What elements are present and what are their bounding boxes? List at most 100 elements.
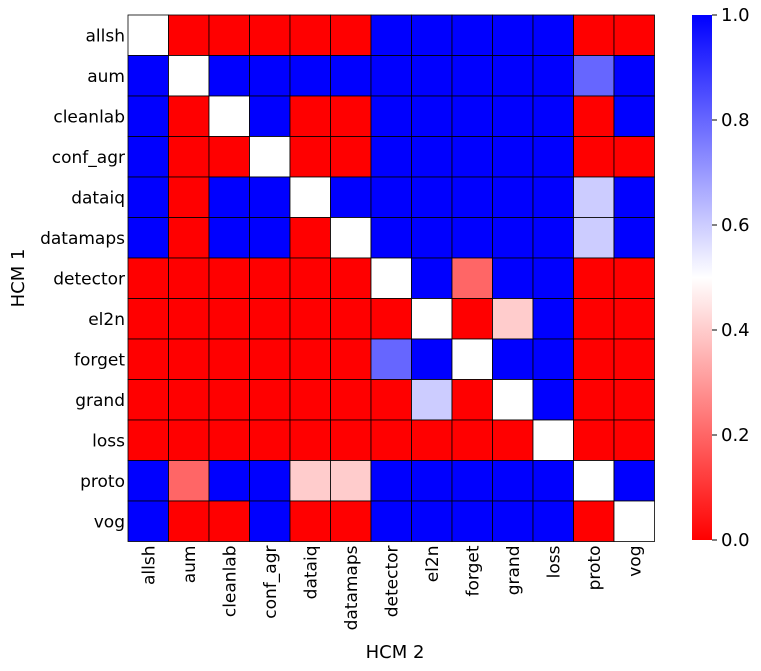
y-axis-label: HCM 1 <box>8 249 29 308</box>
heatmap-cell-forget-vog <box>613 338 655 380</box>
column-label-proto: proto <box>585 546 605 591</box>
colorbar-tick-label: 0.2 <box>721 425 750 446</box>
heatmap-cell-aum-dataiq <box>289 55 331 97</box>
heatmap-cell-forget-allsh <box>127 338 169 380</box>
heatmap-cell-forget-el2n <box>411 338 453 380</box>
heatmap-cell-cleanlab-el2n <box>411 95 453 137</box>
heatmap-cell-vog-proto <box>573 500 615 542</box>
heatmap-cell-forget-proto <box>573 338 615 380</box>
colorbar-tick-label: 1.0 <box>721 5 750 26</box>
heatmap-cell-forget-forget <box>451 338 493 380</box>
row-label-loss: loss <box>92 431 125 451</box>
row-label-dataiq: dataiq <box>71 188 125 208</box>
heatmap-cell-conf_agr-el2n <box>411 136 453 178</box>
heatmap-cell-cleanlab-vog <box>613 95 655 137</box>
heatmap-cell-detector-dataiq <box>289 257 331 299</box>
heatmap-cell-datamaps-el2n <box>411 217 453 259</box>
heatmap-cell-allsh-loss <box>532 14 574 56</box>
heatmap-cell-conf_agr-loss <box>532 136 574 178</box>
heatmap-cell-detector-proto <box>573 257 615 299</box>
heatmap-cell-loss-loss <box>532 419 574 461</box>
heatmap-cell-el2n-aum <box>168 298 210 340</box>
heatmap-cell-detector-allsh <box>127 257 169 299</box>
heatmap-cell-grand-forget <box>451 379 493 421</box>
heatmap-cell-loss-cleanlab <box>208 419 250 461</box>
heatmap-cell-cleanlab-cleanlab <box>208 95 250 137</box>
heatmap-cell-cleanlab-datamaps <box>330 95 372 137</box>
heatmap-cell-cleanlab-allsh <box>127 95 169 137</box>
heatmap-cell-datamaps-vog <box>613 217 655 259</box>
column-label-detector: detector <box>382 545 402 617</box>
heatmap-cell-loss-grand <box>492 419 534 461</box>
heatmap-cell-loss-dataiq <box>289 419 331 461</box>
heatmap-cell-allsh-el2n <box>411 14 453 56</box>
heatmap-cell-aum-grand <box>492 55 534 97</box>
column-tick-labels: allsh aum cleanlab conf_agr dataiq datamaps de… <box>139 545 645 630</box>
heatmap-cell-loss-allsh <box>127 419 169 461</box>
heatmap-cell-grand-vog <box>613 379 655 421</box>
heatmap-cell-allsh-detector <box>370 14 412 56</box>
column-label-el2n: el2n <box>423 546 443 583</box>
heatmap-cell-dataiq-conf_agr <box>249 176 291 218</box>
heatmap-cell-grand-grand <box>492 379 534 421</box>
colorbar-tick-label: 0.8 <box>721 110 750 131</box>
heatmap-cell-forget-cleanlab <box>208 338 250 380</box>
heatmap-cell-aum-detector <box>370 55 412 97</box>
heatmap-cell-grand-dataiq <box>289 379 331 421</box>
heatmap-cell-proto-vog <box>613 460 655 502</box>
heatmap-cell-dataiq-loss <box>532 176 574 218</box>
heatmap-cell-grand-datamaps <box>330 379 372 421</box>
heatmap-cell-proto-grand <box>492 460 534 502</box>
heatmap-cell-vog-conf_agr <box>249 500 291 542</box>
heatmap-cell-datamaps-conf_agr <box>249 217 291 259</box>
heatmap-cell-vog-forget <box>451 500 493 542</box>
heatmap-cell-loss-proto <box>573 419 615 461</box>
heatmap-cell-el2n-loss <box>532 298 574 340</box>
heatmap-cell-forget-dataiq <box>289 338 331 380</box>
heatmap-cell-forget-grand <box>492 338 534 380</box>
heatmap-cell-forget-detector <box>370 338 412 380</box>
heatmap-cell-conf_agr-dataiq <box>289 136 331 178</box>
heatmap-cell-el2n-forget <box>451 298 493 340</box>
heatmap-cell-conf_agr-proto <box>573 136 615 178</box>
heatmap-cell-conf_agr-detector <box>370 136 412 178</box>
heatmap-cell-conf_agr-cleanlab <box>208 136 250 178</box>
heatmap-cell-cleanlab-aum <box>168 95 210 137</box>
heatmap-cell-vog-dataiq <box>289 500 331 542</box>
heatmap-cell-el2n-allsh <box>127 298 169 340</box>
row-label-detector: detector <box>53 269 125 289</box>
heatmap-cell-aum-conf_agr <box>249 55 291 97</box>
column-label-allsh: allsh <box>139 546 159 586</box>
heatmap-cell-dataiq-datamaps <box>330 176 372 218</box>
heatmap-cell-allsh-aum <box>168 14 210 56</box>
heatmap-cell-detector-datamaps <box>330 257 372 299</box>
heatmap-cell-el2n-el2n <box>411 298 453 340</box>
heatmap-cell-el2n-detector <box>370 298 412 340</box>
row-label-allsh: allsh <box>86 26 126 46</box>
colorbar-tick-label: 0.6 <box>721 215 750 236</box>
heatmap-cell-el2n-proto <box>573 298 615 340</box>
heatmap-cell-el2n-cleanlab <box>208 298 250 340</box>
heatmap-cell-dataiq-detector <box>370 176 412 218</box>
heatmap-cell-dataiq-proto <box>573 176 615 218</box>
heatmap-cell-proto-forget <box>451 460 493 502</box>
heatmap-cell-grand-conf_agr <box>249 379 291 421</box>
heatmap-cell-datamaps-detector <box>370 217 412 259</box>
heatmap-cell-aum-datamaps <box>330 55 372 97</box>
heatmap-cell-dataiq-forget <box>451 176 493 218</box>
row-label-el2n: el2n <box>88 310 125 330</box>
heatmap-cell-cleanlab-detector <box>370 95 412 137</box>
column-label-datamaps: datamaps <box>342 545 362 630</box>
heatmap-cell-loss-conf_agr <box>249 419 291 461</box>
column-label-grand: grand <box>504 546 524 596</box>
colorbar-tick-label: 0.0 <box>721 530 750 551</box>
heatmap-cell-allsh-vog <box>613 14 655 56</box>
heatmap-cell-detector-vog <box>613 257 655 299</box>
row-label-cleanlab: cleanlab <box>53 107 125 127</box>
heatmap-cell-dataiq-grand <box>492 176 534 218</box>
column-label-vog: vog <box>625 546 645 577</box>
heatmap-cell-vog-allsh <box>127 500 169 542</box>
heatmap-cell-cleanlab-proto <box>573 95 615 137</box>
